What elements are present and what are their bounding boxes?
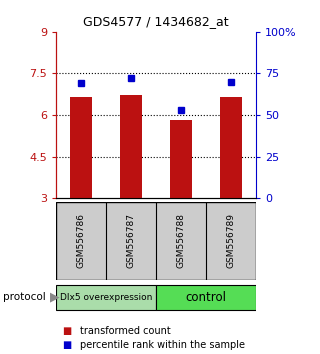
FancyBboxPatch shape <box>156 285 256 310</box>
Title: GDS4577 / 1434682_at: GDS4577 / 1434682_at <box>83 15 229 28</box>
Bar <box>220 97 242 198</box>
Text: ■: ■ <box>62 326 72 336</box>
Text: GSM556789: GSM556789 <box>227 213 236 268</box>
Bar <box>70 97 92 198</box>
Bar <box>170 120 192 198</box>
Text: ▶: ▶ <box>50 291 59 304</box>
Text: GSM556788: GSM556788 <box>177 213 186 268</box>
FancyBboxPatch shape <box>56 202 256 280</box>
Text: GSM556787: GSM556787 <box>126 213 135 268</box>
Text: protocol: protocol <box>3 292 46 302</box>
Text: GSM556786: GSM556786 <box>76 213 85 268</box>
Text: transformed count: transformed count <box>80 326 171 336</box>
Text: ■: ■ <box>62 340 72 350</box>
FancyBboxPatch shape <box>56 285 156 310</box>
Text: Dlx5 overexpression: Dlx5 overexpression <box>60 293 152 302</box>
Text: control: control <box>186 291 227 304</box>
Text: percentile rank within the sample: percentile rank within the sample <box>80 340 245 350</box>
Bar <box>120 95 142 198</box>
